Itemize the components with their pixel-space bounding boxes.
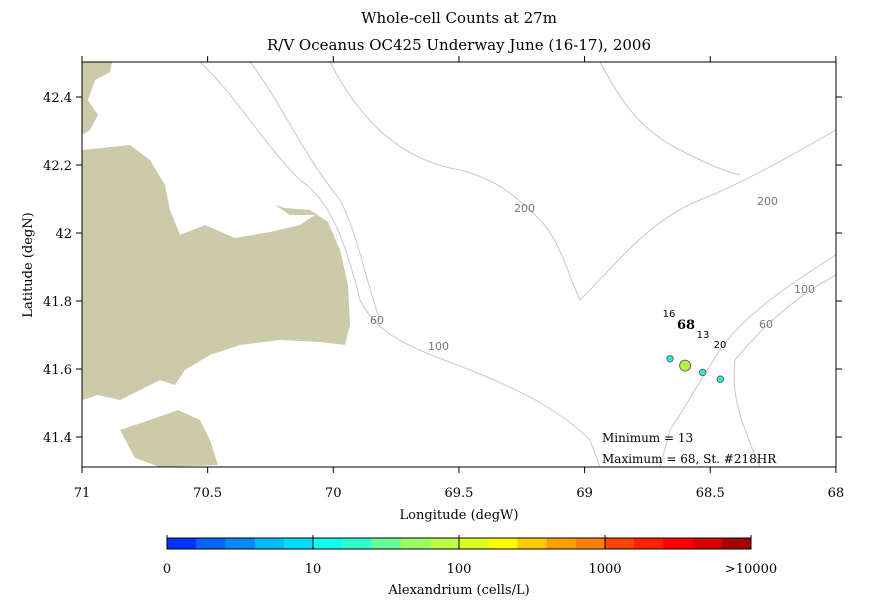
colorbar-tick-label: 0 [163, 562, 171, 577]
colorbar-tick-label: 10 [305, 562, 322, 577]
colorbar-segment [167, 538, 197, 549]
land-mainland [82, 62, 112, 135]
x-tick-label: 71 [74, 486, 91, 501]
colorbar-label: Alexandrium (cells/L) [387, 583, 529, 598]
colorbar-segment [283, 538, 314, 549]
land-islands [120, 410, 218, 467]
colorbar-segment [400, 538, 431, 549]
y-axis-label: Latitude (degN) [21, 212, 36, 317]
x-tick-label: 69 [576, 486, 593, 501]
colorbar-segment [575, 538, 606, 549]
colorbar-segment [605, 538, 635, 549]
colorbar-segment [546, 538, 577, 549]
station-value-label: 13 [697, 330, 710, 341]
station-value-label: 16 [663, 309, 676, 320]
colorbar-segment [196, 538, 226, 549]
chart-subtitle: R/V Oceanus OC425 Underway June (16-17),… [267, 36, 651, 54]
x-tick-label: 68 [828, 486, 845, 501]
maximum-annotation: Maximum = 68, St. #218HR [602, 452, 777, 466]
colorbar-segment [313, 538, 343, 549]
contour-label: 100 [428, 340, 449, 353]
land-cape-cod [82, 145, 350, 400]
colorbar-segment [517, 538, 548, 549]
colorbar-segment [342, 538, 372, 549]
contour-label: 60 [370, 314, 384, 327]
colorbar-segment [488, 538, 518, 549]
x-tick-label: 68.5 [696, 486, 725, 501]
colorbar-segment [692, 538, 723, 549]
colorbar-segment [254, 538, 285, 549]
x-axis-label: Longitude (degW) [400, 508, 519, 523]
colorbar-segment [429, 538, 460, 549]
station-point [716, 375, 725, 383]
station-point [666, 355, 674, 363]
contour-line [733, 274, 837, 468]
x-tick-label: 69.5 [444, 486, 473, 501]
station-value-label: 68 [677, 318, 695, 333]
y-tick-label: 41.8 [43, 295, 72, 310]
colorbar-segment [371, 538, 402, 549]
contour-line [329, 61, 837, 301]
contour-line [199, 61, 601, 468]
contour-label: 100 [794, 283, 815, 296]
contour-line [249, 61, 381, 321]
contour-line [599, 61, 741, 176]
x-tick-label: 70.5 [193, 486, 222, 501]
colorbar-segment [225, 538, 256, 549]
x-tick-label: 70 [325, 486, 342, 501]
station-value-label: 20 [714, 340, 727, 351]
y-tick-label: 42 [55, 227, 72, 242]
station-point [699, 368, 707, 377]
contour-line [659, 254, 837, 468]
minimum-annotation: Minimum = 13 [602, 431, 693, 445]
colorbar-segment [721, 538, 752, 549]
colorbar-tick-label: 1000 [588, 562, 621, 577]
y-tick-label: 41.6 [43, 363, 72, 378]
contour-label: 200 [757, 195, 778, 208]
colorbar-tick-label: 100 [447, 562, 472, 577]
contour-label: 200 [514, 202, 535, 215]
colorbar-segment [663, 538, 694, 549]
station-point [679, 359, 692, 372]
colorbar-tick-label: >10000 [725, 562, 777, 577]
y-tick-label: 42.2 [43, 159, 72, 174]
y-tick-label: 41.4 [43, 431, 72, 446]
chart-title: Whole-cell Counts at 27m [361, 9, 557, 27]
y-tick-label: 42.4 [43, 91, 72, 106]
contour-label: 60 [759, 318, 773, 331]
colorbar-segment [459, 538, 489, 549]
colorbar-segment [634, 538, 664, 549]
